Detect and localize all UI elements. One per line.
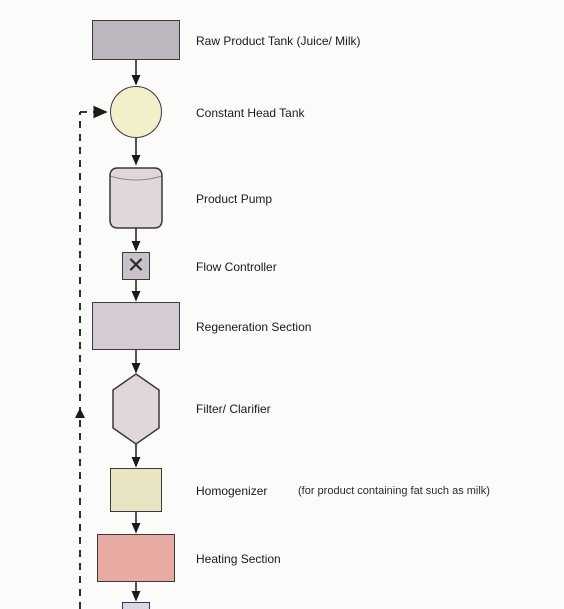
label-homogenizer: Homogenizer <box>196 484 267 498</box>
node-filter-clarifier-shape <box>113 374 159 444</box>
node-raw-product-tank <box>92 20 180 60</box>
node-flow-controller: ✕ <box>122 252 150 280</box>
dashed-upward-arrow-icon <box>75 408 85 418</box>
label-constant-head-tank: Constant Head Tank <box>196 106 305 120</box>
label-heating-section: Heating Section <box>196 552 281 566</box>
label-raw-product-tank: Raw Product Tank (Juice/ Milk) <box>196 34 361 48</box>
node-homogenizer <box>110 468 162 512</box>
flowchart-canvas: ✕ Raw Product Tank (Juice/ Milk) Constan… <box>0 0 564 609</box>
node-regeneration-section <box>92 302 180 350</box>
node-heating-section <box>97 534 175 582</box>
node-product-pump-shape <box>110 168 162 228</box>
label-flow-controller: Flow Controller <box>196 260 277 274</box>
label-homogenizer-note: (for product containing fat such as milk… <box>298 485 490 497</box>
node-next-partial <box>122 602 150 609</box>
label-filter-clarifier: Filter/ Clarifier <box>196 402 271 416</box>
label-regeneration-section: Regeneration Section <box>196 320 311 334</box>
node-constant-head-tank <box>110 86 162 138</box>
x-icon: ✕ <box>127 252 145 278</box>
connector-layer <box>0 0 564 609</box>
label-product-pump: Product Pump <box>196 192 272 206</box>
